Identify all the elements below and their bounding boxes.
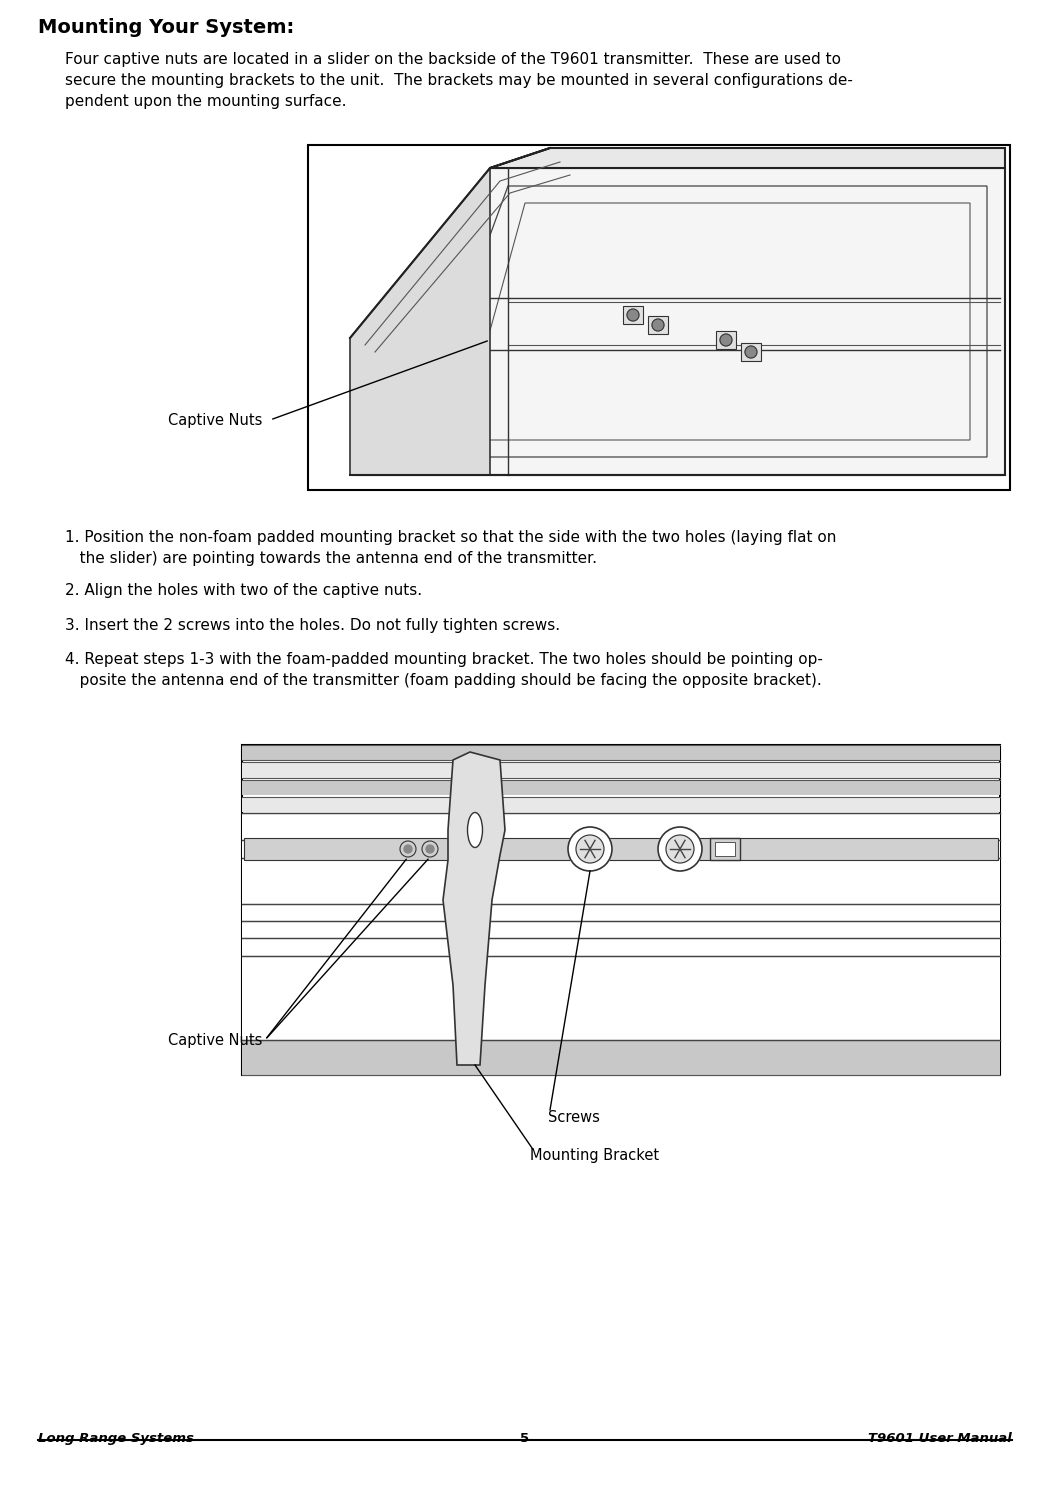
Circle shape — [400, 840, 416, 857]
Circle shape — [576, 834, 604, 863]
Circle shape — [426, 845, 434, 852]
Circle shape — [720, 334, 732, 346]
Text: 4. Repeat steps 1-3 with the foam-padded mounting bracket. The two holes should : 4. Repeat steps 1-3 with the foam-padded… — [65, 652, 823, 688]
Text: Screws: Screws — [548, 1110, 600, 1125]
Circle shape — [658, 827, 702, 870]
Bar — [715, 842, 735, 855]
Text: 1. Position the non-foam padded mounting bracket so that the side with the two h: 1. Position the non-foam padded mounting… — [65, 530, 837, 566]
Bar — [710, 837, 740, 860]
Circle shape — [652, 319, 664, 331]
Circle shape — [666, 834, 694, 863]
Bar — [242, 797, 1000, 812]
Bar — [242, 1040, 1000, 1076]
Text: 2. Align the holes with two of the captive nuts.: 2. Align the holes with two of the capti… — [65, 583, 422, 598]
Text: 5: 5 — [521, 1432, 529, 1446]
Bar — [242, 921, 1000, 938]
Bar — [242, 745, 1000, 759]
Bar — [242, 855, 1000, 1040]
Polygon shape — [350, 148, 550, 475]
Text: Four captive nuts are located in a slider on the backside of the T9601 transmitt: Four captive nuts are located in a slide… — [65, 52, 853, 109]
Bar — [308, 145, 1010, 490]
Polygon shape — [443, 752, 505, 1065]
Bar — [716, 331, 736, 349]
Circle shape — [627, 309, 639, 321]
Text: Mounting Bracket: Mounting Bracket — [530, 1147, 659, 1162]
Circle shape — [422, 840, 438, 857]
Text: 3. Insert the 2 screws into the holes. Do not fully tighten screws.: 3. Insert the 2 screws into the holes. D… — [65, 619, 560, 634]
Bar — [242, 780, 1000, 795]
Bar — [244, 837, 998, 860]
Polygon shape — [490, 148, 1005, 168]
Bar — [242, 762, 1000, 777]
Bar — [242, 905, 1000, 920]
Text: Mounting Your System:: Mounting Your System: — [38, 18, 294, 37]
Circle shape — [404, 845, 412, 852]
Bar — [242, 813, 1000, 905]
Bar — [242, 745, 1000, 1076]
Bar — [623, 306, 643, 324]
Text: Captive Nuts: Captive Nuts — [168, 1032, 262, 1047]
Text: T9601 User Manual: T9601 User Manual — [868, 1432, 1012, 1446]
Polygon shape — [355, 168, 1005, 475]
Text: Captive Nuts: Captive Nuts — [168, 412, 262, 427]
Circle shape — [568, 827, 612, 870]
Bar — [741, 343, 761, 361]
Text: Long Range Systems: Long Range Systems — [38, 1432, 194, 1446]
Bar — [648, 316, 668, 334]
Bar — [242, 941, 1000, 960]
Circle shape — [746, 346, 757, 358]
Ellipse shape — [467, 812, 483, 848]
